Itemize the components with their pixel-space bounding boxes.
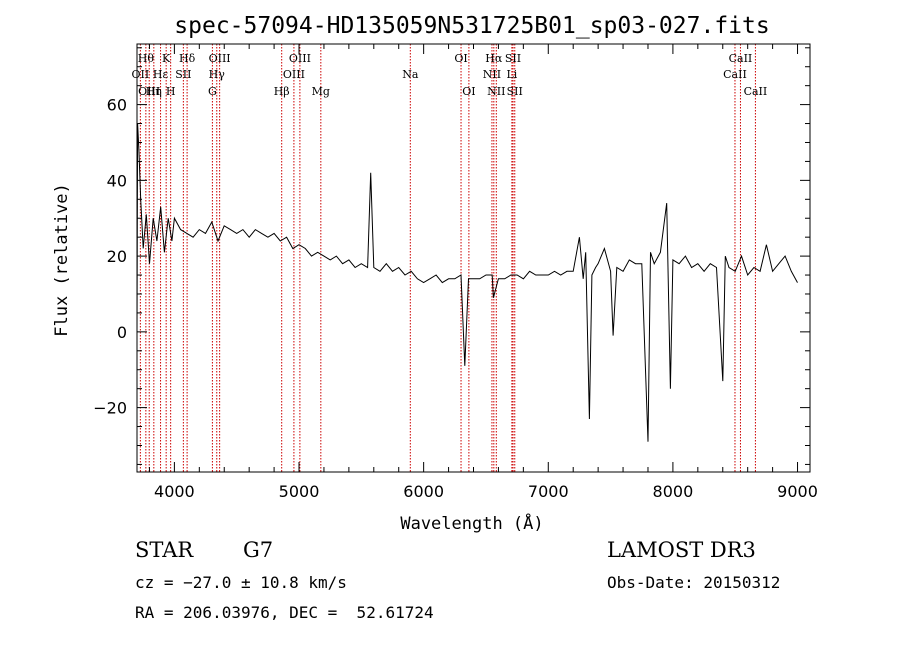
spectral-subclass: G7 [243,538,274,562]
spectrum-series-line [136,123,798,442]
marker-label-1: Hθ [138,52,155,65]
marker-label-0: OII [132,68,150,81]
marker-label-10: G [208,85,217,98]
marker-label-16: Na [402,68,419,81]
x-tick-label-1: 5000 [279,482,320,501]
y-tick-label-2: 20 [107,247,127,266]
marker-label-2: OIII [138,85,160,98]
plot-frame [136,43,811,473]
marker-label-26: CaII [729,52,753,65]
x-axis: 4000 5000 6000 7000 8000 9000 [148,44,818,501]
marker-label-21: NII [487,85,505,98]
survey-name: LAMOST DR3 [607,538,756,562]
marker-label-14: OIII [289,52,311,65]
marker-label-11: OIII [209,52,231,65]
y-tick-label-3: 40 [107,171,127,190]
y-axis: −20 0 20 40 60 [93,47,810,465]
x-tick-label-3: 7000 [528,482,569,501]
marker-label-23: SII [505,52,521,65]
marker-label-9: Hγ [209,68,226,81]
marker-label-24: SII [507,85,523,98]
marker-label-13: OIII [283,68,305,81]
redshift-info: cz = −27.0 ± 10.8 km/s [135,573,347,592]
obs-date: Obs-Date: 20150312 [607,573,781,592]
y-axis-label: Flux (relative) [52,183,72,337]
y-tick-label-0: −20 [93,399,127,418]
marker-label-27: CaII [744,85,768,98]
marker-label-15: Mg [312,85,330,98]
marker-label-25: CaII [723,68,747,81]
marker-label-7: SII [175,68,191,81]
marker-label-12: Hβ [274,85,290,98]
line-markers [139,44,756,472]
x-tick-label-4: 8000 [653,482,694,501]
line-marker-labels: OIIHθOIIIHηHεKHSIIHδHγGOIIIHβOIIIOIIIMgN… [132,52,768,98]
marker-label-6: H [166,85,176,98]
x-tick-label-2: 6000 [403,482,444,501]
x-tick-label-5: 9000 [777,482,818,501]
y-tick-label-4: 60 [107,96,127,115]
marker-label-17: OI [454,52,467,65]
marker-label-8: Hδ [179,52,196,65]
marker-label-4: Hε [153,68,169,81]
x-axis-label: Wavelength (Å) [400,512,543,534]
marker-label-19: NII [483,68,501,81]
marker-label-5: K [162,52,171,65]
object-type: STAR [135,538,194,562]
marker-label-3: Hη [146,85,162,98]
x-tick-label-0: 4000 [154,482,195,501]
marker-label-22: Li [506,68,517,81]
marker-label-20: Hα [485,52,503,65]
marker-label-18: OI [462,85,475,98]
chart-title: spec-57094-HD135059N531725B01_sp03-027.f… [174,13,769,39]
y-tick-label-1: 0 [117,323,127,342]
coordinates: RA = 206.03976, DEC = 52.61724 [135,603,434,622]
